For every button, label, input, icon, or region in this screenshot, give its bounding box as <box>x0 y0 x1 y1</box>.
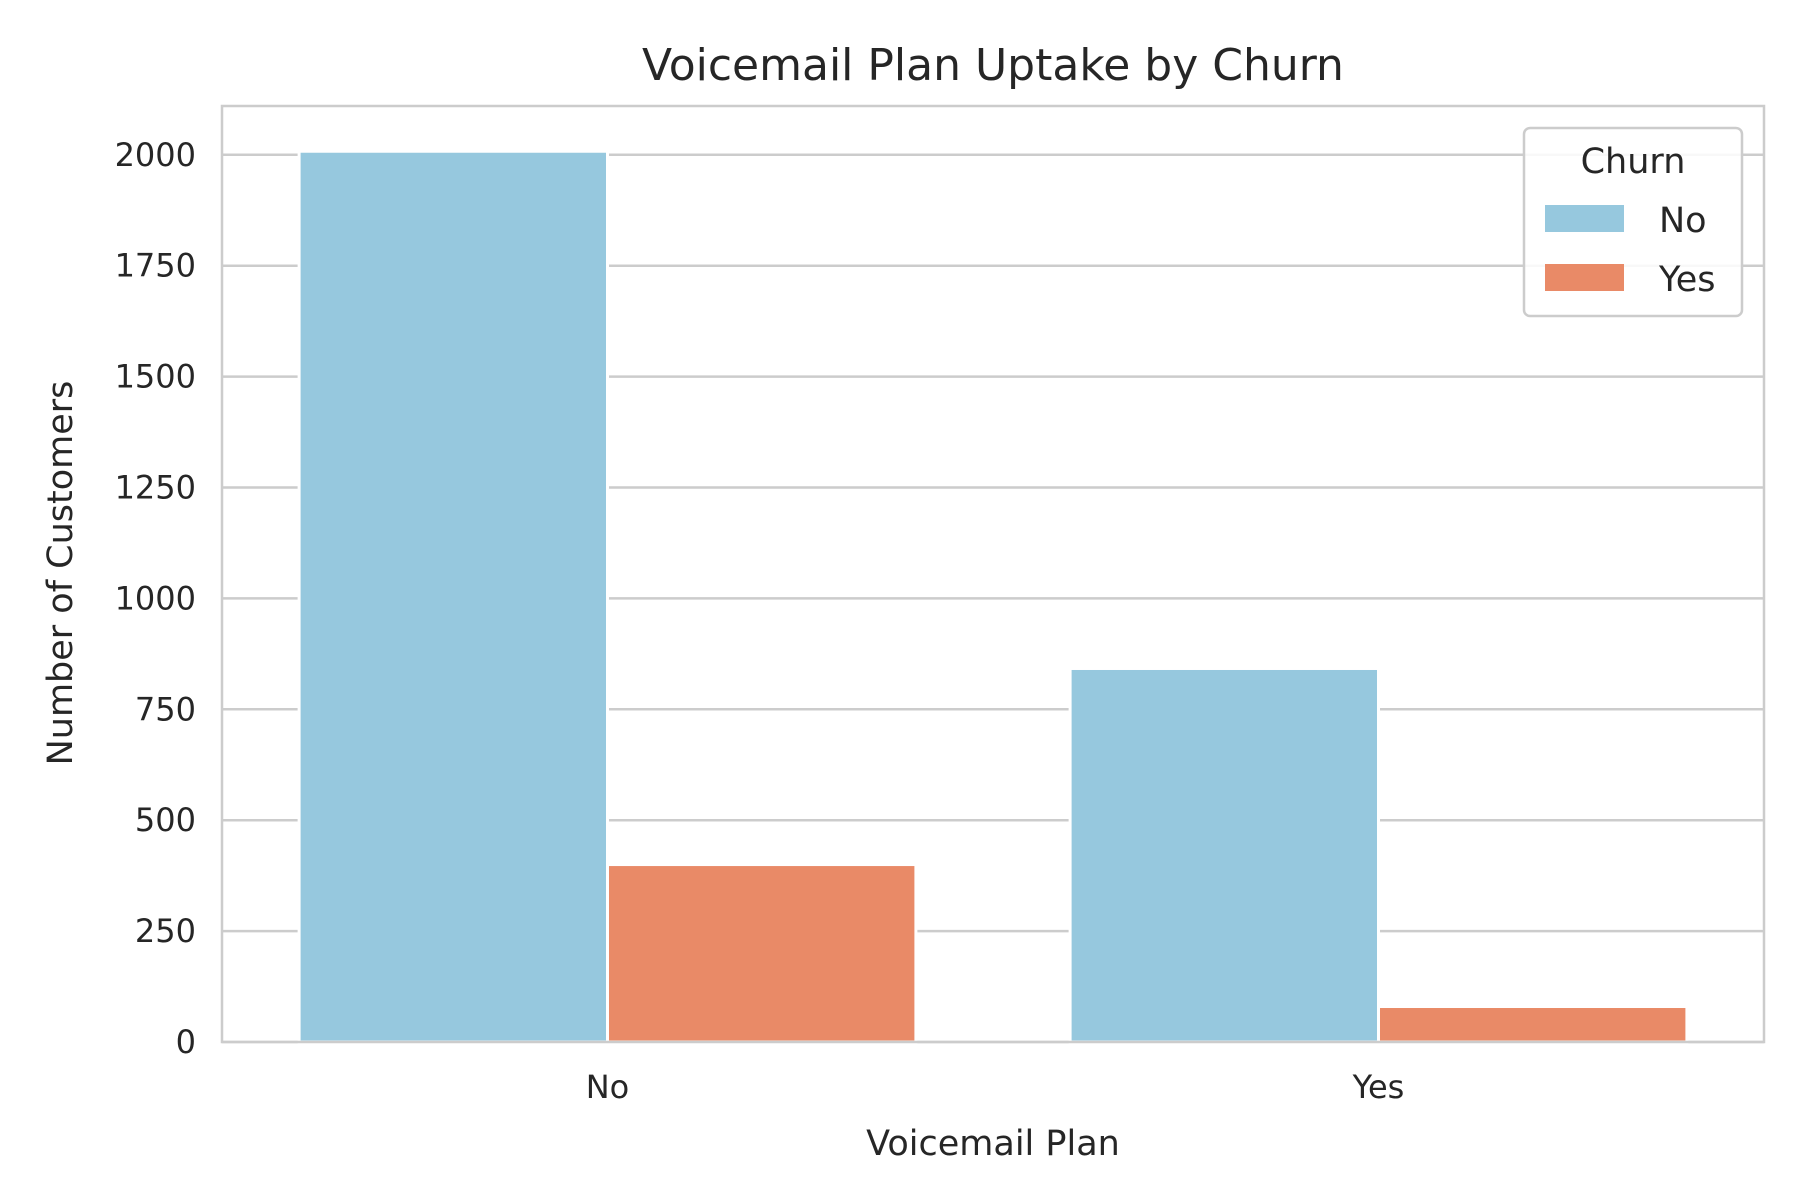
y-tick-label: 0 <box>176 1023 196 1061</box>
chart-title: Voicemail Plan Uptake by Churn <box>642 40 1344 91</box>
plot-frame <box>220 104 1766 1044</box>
y-tick-label: 1250 <box>115 468 196 506</box>
legend-title: Churn <box>1581 142 1686 182</box>
y-tick-label: 1750 <box>115 247 196 285</box>
legend-swatch-no <box>1545 205 1624 232</box>
bar-no-churn-yes <box>606 863 918 1044</box>
bar-yes-churn-yes <box>1377 1005 1689 1044</box>
x-axis-label: Voicemail Plan <box>866 1124 1120 1164</box>
plot-border <box>220 104 1766 1044</box>
y-tick-label: 750 <box>135 690 196 728</box>
x-tick-label: Yes <box>1352 1068 1405 1106</box>
y-tick-label: 500 <box>135 801 196 839</box>
bars <box>297 149 1689 1044</box>
y-tick-label: 1500 <box>115 358 196 396</box>
y-tick-label: 2000 <box>115 136 196 174</box>
bar-yes-churn-no <box>1068 666 1380 1044</box>
x-axis-ticks: No Yes <box>586 1068 1405 1106</box>
y-axis-label: Number of Customers <box>41 381 81 766</box>
x-tick-label: No <box>586 1068 630 1106</box>
legend-swatch-yes <box>1545 264 1624 291</box>
legend-entries: No Yes <box>1545 201 1716 300</box>
bar-no-churn-no <box>297 149 609 1044</box>
legend-label-yes: Yes <box>1658 260 1716 300</box>
y-axis-ticks: 0 250 500 750 1000 1250 1500 1750 2000 <box>115 136 196 1061</box>
legend: Churn No Yes <box>1522 126 1744 318</box>
y-tick-label: 1000 <box>115 579 196 617</box>
legend-label-no: No <box>1659 201 1707 241</box>
y-tick-label: 250 <box>135 912 196 950</box>
